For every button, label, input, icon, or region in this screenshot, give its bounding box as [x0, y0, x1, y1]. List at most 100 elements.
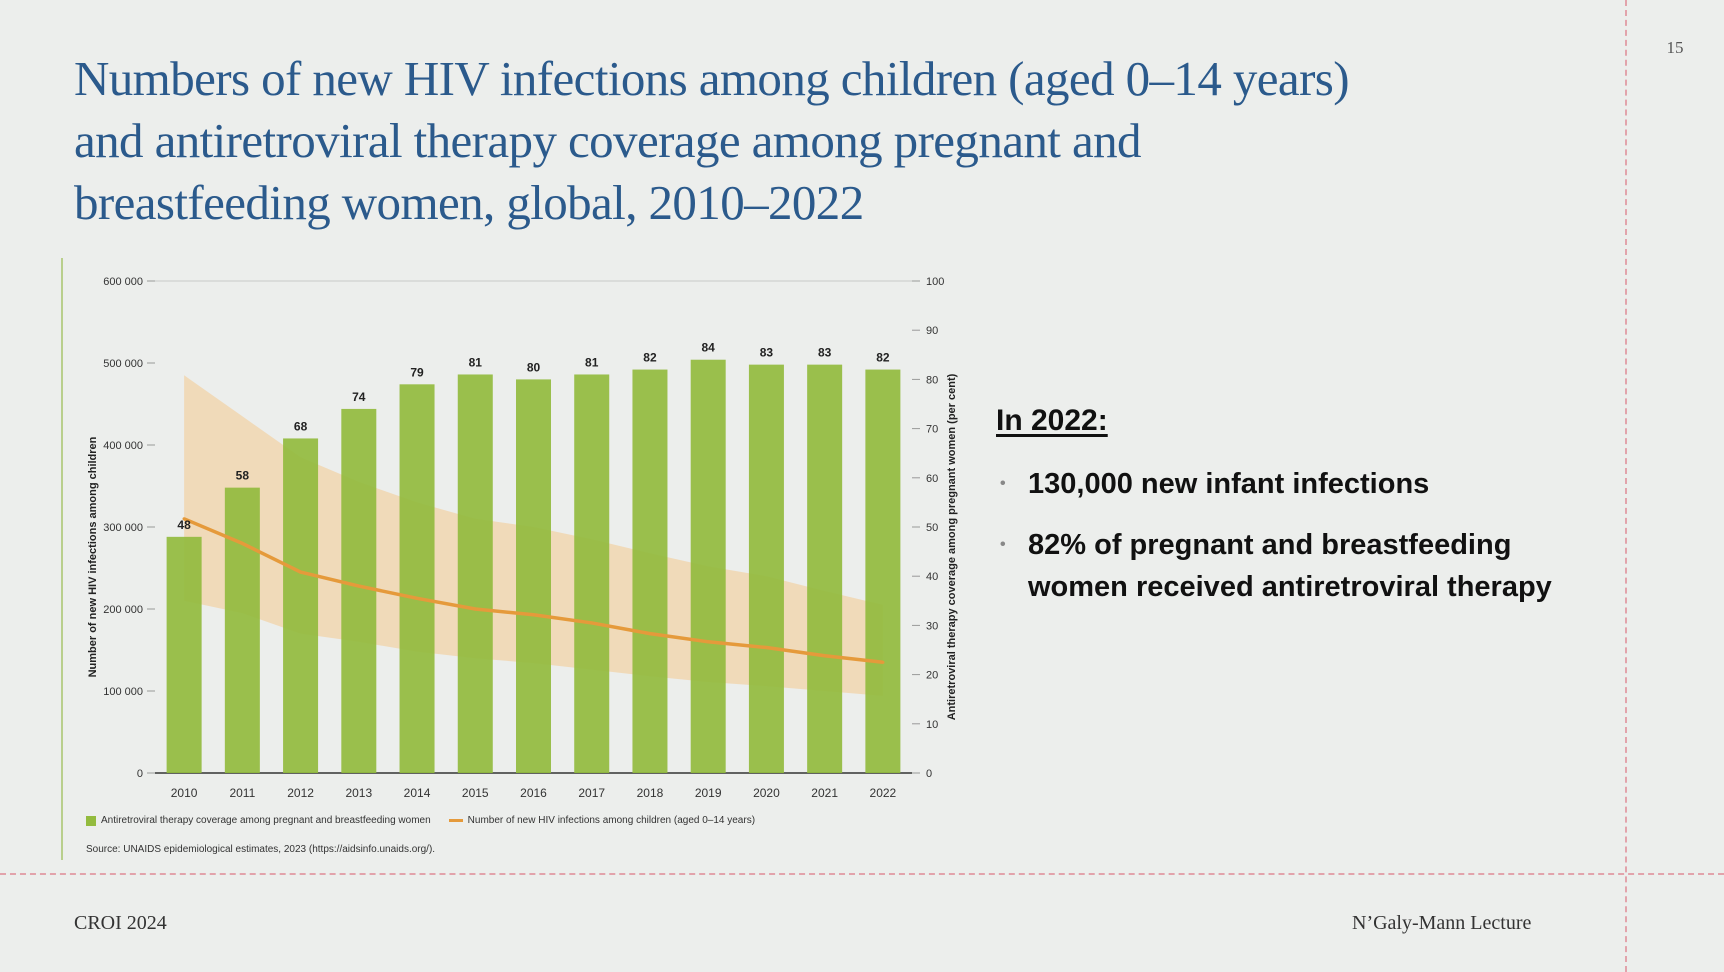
key-point-text: 82% of pregnant and breastfeeding women …	[1028, 529, 1552, 603]
line-series-group	[182, 517, 885, 665]
line-point-2011	[240, 541, 244, 546]
bar-2015	[457, 374, 493, 773]
y-right-tick-label: 90	[926, 325, 938, 337]
y-right-tick-label: 50	[926, 522, 938, 534]
x-tick-label: 2019	[695, 786, 722, 800]
bar-data-label: 80	[527, 360, 541, 374]
bar-data-label: 81	[469, 355, 483, 369]
line-point-2022	[881, 660, 885, 664]
x-tick-label: 2022	[870, 786, 897, 800]
line-point-2010	[182, 517, 186, 521]
guide-line-vertical	[1625, 0, 1627, 972]
legend-line-label: Number of new HIV infections among child…	[467, 815, 756, 826]
data-labels-group: 48 58 68 74 79 81 80 81 82 84 83 83 82	[177, 341, 889, 532]
legend-bar-label: Antiretroviral therapy coverage among pr…	[101, 815, 431, 826]
x-tick-label: 2017	[578, 786, 605, 800]
key-point: • 130,000 new infant infections	[996, 463, 1616, 505]
line-point-2019	[706, 640, 710, 644]
bar-data-label: 79	[410, 365, 424, 379]
bar-2020	[748, 364, 784, 773]
legend-bar-swatch	[86, 815, 96, 826]
y-right-axis-title: Antiretroviral therapy coverage among pr…	[946, 373, 958, 720]
bar-2021	[807, 364, 843, 773]
y-left-tick-label: 100 000	[103, 686, 143, 698]
bar-data-label: 82	[643, 351, 657, 365]
line-point-2017	[590, 621, 594, 625]
chart-axes: 0 100 000 200 000 300 000 400 000 500 000 600 …	[87, 276, 958, 800]
title-line: breastfeeding women, global, 2010–2022	[74, 175, 864, 230]
y-left-tick-label: 500 000	[103, 358, 143, 370]
x-tick-label: 2015	[462, 786, 489, 800]
title-line: and antiretroviral therapy coverage amon…	[74, 113, 1142, 168]
x-tick-label: 2014	[404, 786, 431, 800]
page-number: 15	[1666, 38, 1684, 57]
y-right-tick-label: 10	[926, 719, 938, 731]
bar-data-label: 83	[818, 346, 832, 360]
chart-accent-rule	[61, 258, 63, 860]
key-points-list: • 130,000 new infant infections • 82% of…	[996, 463, 1616, 627]
bar-data-label: 83	[760, 346, 774, 360]
y-right-tick-label: 70	[926, 424, 938, 436]
y-right-tick-label: 40	[926, 571, 938, 583]
bullet-icon: •	[1000, 536, 1006, 553]
bullet-icon: •	[1000, 475, 1006, 492]
bar-2016	[516, 379, 551, 773]
y-right-tick-label: 30	[926, 620, 938, 632]
bar-2018	[632, 369, 668, 773]
y-left-tick-label: 0	[137, 768, 143, 780]
line-point-2021	[823, 654, 827, 658]
x-tick-label: 2012	[287, 786, 314, 800]
bar-data-label: 81	[585, 355, 599, 369]
y-right-tick-label: 60	[926, 473, 938, 485]
combo-chart: 0 100 000 200 000 300 000 400 000 500 000 600 …	[87, 276, 958, 800]
y-left-tick-label: 400 000	[103, 440, 143, 452]
key-point-text: 130,000 new infant infections	[1028, 468, 1430, 500]
bar-data-label: 74	[352, 390, 366, 404]
y-right-tick-label: 100	[926, 276, 944, 288]
line-point-2018	[648, 632, 652, 636]
line-point-2015	[473, 607, 477, 611]
y-right-tick-label: 0	[926, 768, 932, 780]
slide-title: Numbers of new HIV infections among chil…	[74, 48, 1594, 234]
bar-data-label: 84	[702, 341, 716, 355]
y-right-tick-label: 20	[926, 670, 938, 682]
bar-2013	[341, 408, 377, 773]
x-tick-label: 2010	[171, 786, 198, 800]
x-tick-label: 2016	[520, 786, 547, 800]
line-point-2016	[531, 613, 536, 617]
x-tick-label: 2013	[345, 786, 372, 800]
line-point-2014	[415, 596, 419, 600]
y-left-tick-label: 300 000	[103, 522, 143, 534]
bar-2012	[283, 438, 319, 773]
line-point-2013	[357, 584, 361, 588]
bar-2022	[865, 369, 901, 773]
x-tick-label: 2020	[753, 786, 780, 800]
bar-series-group	[166, 359, 901, 773]
y-left-axis-title: Number of new HIV infections among child…	[87, 436, 99, 677]
bar-2010	[166, 536, 202, 773]
bar-data-label: 82	[876, 351, 890, 365]
bar-2011	[224, 487, 260, 773]
x-tick-label: 2018	[637, 786, 664, 800]
x-tick-label: 2011	[229, 786, 255, 800]
y-left-tick-label: 600 000	[103, 276, 143, 288]
footer-conference: CROI 2024	[74, 912, 167, 934]
chart-legend: Antiretroviral therapy coverage among pr…	[86, 815, 755, 826]
bar-2017	[574, 374, 610, 773]
guide-line-horizontal	[0, 873, 1724, 875]
bar-data-label: 48	[177, 518, 191, 532]
chart-source: Source: UNAIDS epidemiological estimates…	[86, 844, 436, 855]
bar-data-label: 68	[294, 419, 308, 433]
legend-line-swatch	[448, 819, 463, 822]
bar-2014	[399, 384, 435, 773]
line-point-2020	[764, 645, 769, 650]
key-heading: In 2022:	[996, 404, 1108, 437]
title-line: Numbers of new HIV infections among chil…	[74, 51, 1350, 106]
y-left-tick-label: 200 000	[103, 604, 143, 616]
y-right-tick-label: 80	[926, 374, 938, 386]
line-point-2012	[298, 570, 303, 574]
key-point: • 82% of pregnant and breastfeeding wome…	[996, 524, 1616, 608]
bar-data-label: 58	[236, 469, 250, 483]
x-tick-label: 2021	[811, 786, 838, 800]
